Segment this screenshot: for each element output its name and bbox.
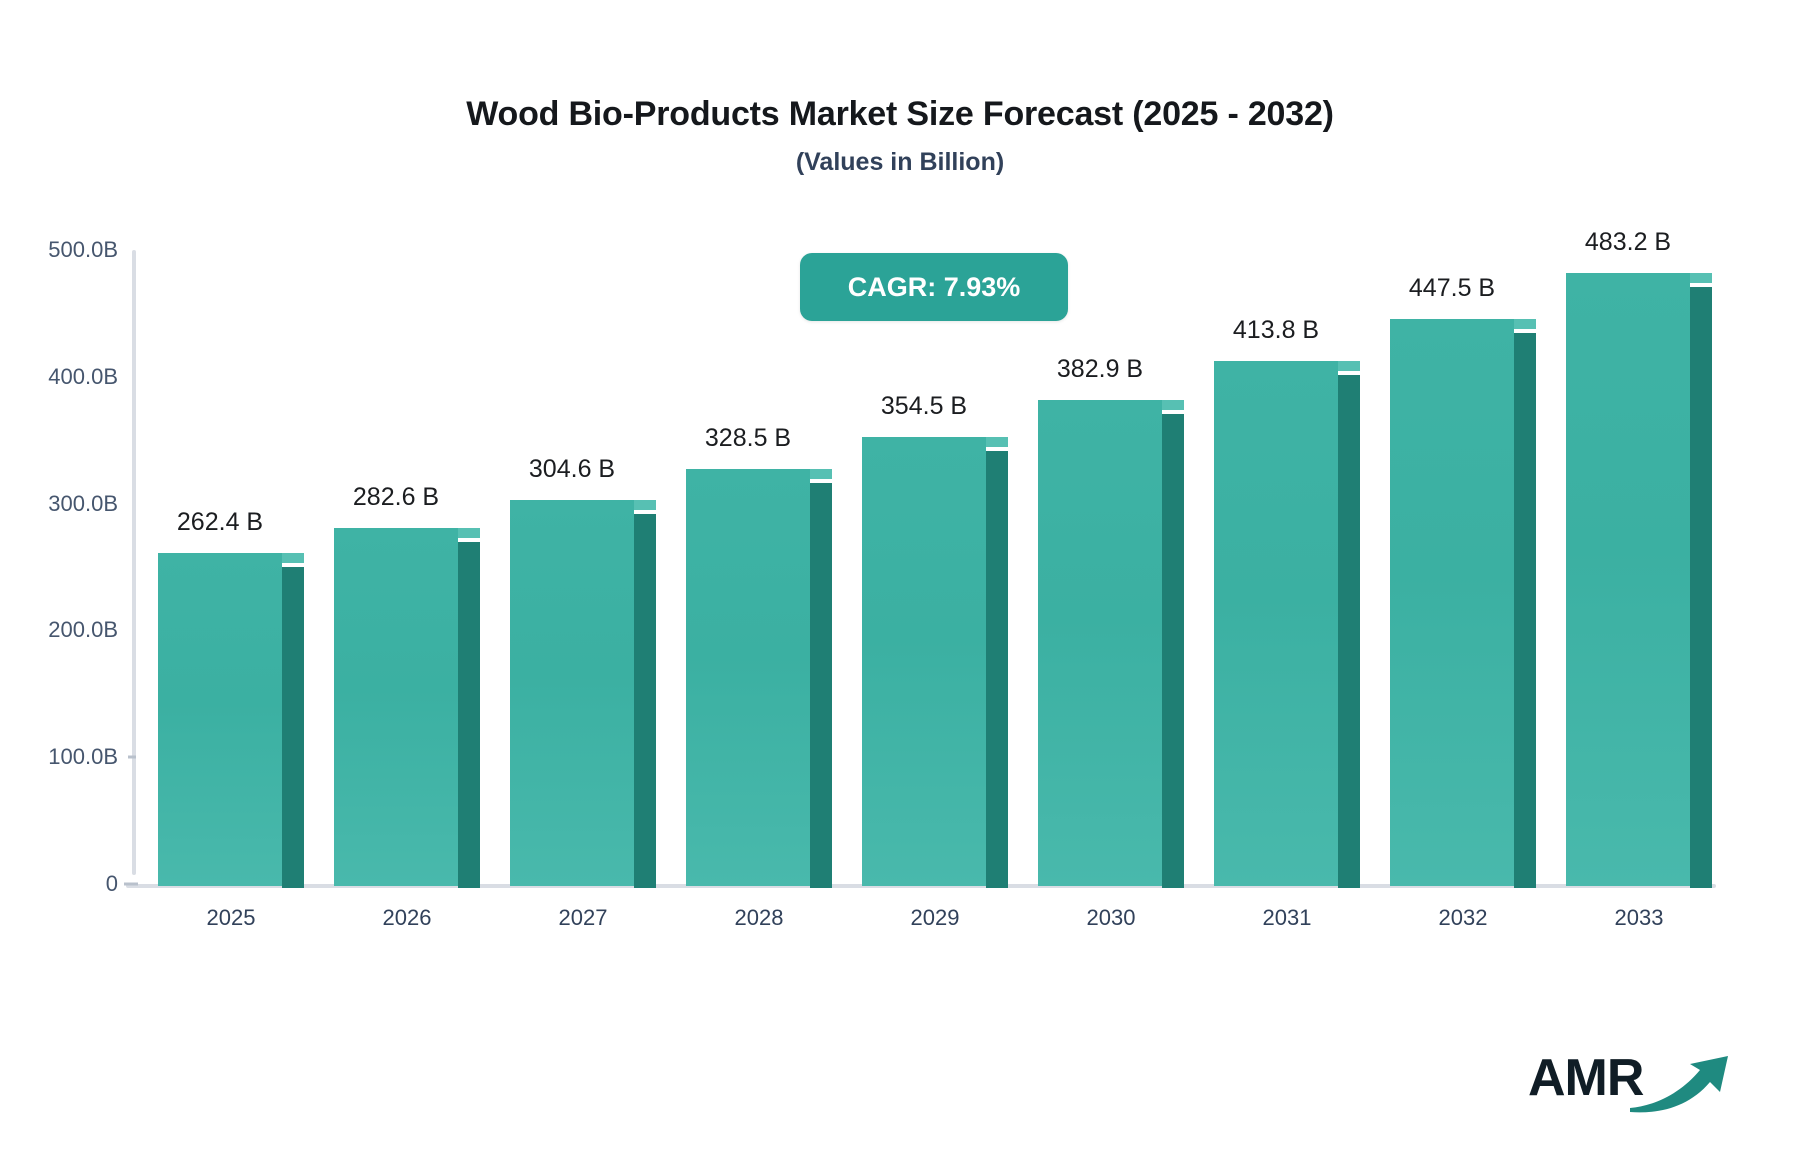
- x-axis-tick-label: 2025: [206, 905, 256, 930]
- bar-side-face: [810, 483, 832, 888]
- bar-value-label: 328.5 B: [704, 424, 792, 453]
- y-axis-tick-label: 300.0B: [48, 490, 118, 516]
- bar-value-label: 483.2 B: [1584, 228, 1672, 257]
- bar-column: 262.4 B: [158, 250, 304, 888]
- bar-column: 413.8 B: [1214, 250, 1360, 888]
- y-axis-line: [132, 250, 136, 875]
- bar-side-face: [1338, 375, 1360, 888]
- growth-arrow-icon: [1630, 1056, 1728, 1113]
- y-axis-tick-mark: [124, 882, 138, 886]
- bar-side-face: [634, 513, 656, 888]
- bar-top-face: [1514, 318, 1536, 329]
- bar-top-face: [634, 499, 656, 510]
- y-axis-tick-label: 500.0B: [48, 237, 118, 262]
- x-axis-tick-label: 2032: [1438, 905, 1488, 930]
- x-axis-tick-label: 2030: [1086, 905, 1136, 930]
- x-axis-tick-label: 2027: [558, 905, 608, 930]
- y-axis-tick-label: 100.0B: [48, 744, 118, 770]
- cagr-badge: CAGR: 7.93%: [800, 253, 1068, 321]
- bar-top-face: [1690, 273, 1712, 284]
- bar-value-label: 413.8 B: [1232, 316, 1320, 345]
- bar-top-face: [1338, 361, 1360, 372]
- x-axis-tick-label: 2028: [734, 905, 784, 930]
- bar-front-face: [1038, 400, 1162, 886]
- amr-logo: AMR: [1528, 1048, 1728, 1118]
- x-axis-line: [126, 884, 1716, 888]
- chart-subtitle: (Values in Billion): [795, 148, 1005, 176]
- bar-column: 483.2 B: [1566, 228, 1712, 888]
- bar-column: 328.5 B: [686, 250, 832, 888]
- bar-side-face: [986, 450, 1008, 888]
- bar-column: 354.5 B: [862, 250, 1008, 888]
- bar-front-face: [1390, 318, 1514, 886]
- bar-value-label: 304.6 B: [528, 454, 616, 483]
- bar-column: 282.6 B: [334, 250, 480, 888]
- bar-column: 382.9 B: [1038, 250, 1184, 888]
- bar-side-face: [458, 541, 480, 888]
- bar-front-face: [1214, 361, 1338, 886]
- bar-series: 262.4 B 282.6 B 304.6 B 328.5 B 354.5 B 382.9…: [132, 228, 1716, 888]
- x-axis-tick-label: 2029: [910, 905, 960, 930]
- x-axis-tick-label: 2031: [1262, 905, 1312, 930]
- bar-side-face: [1162, 414, 1184, 888]
- y-axis-tick-label: 200.0B: [48, 617, 118, 643]
- bar-front-face: [686, 469, 810, 886]
- cagr-badge-label: CAGR: 7.93%: [847, 271, 1021, 302]
- bar-side-face: [1690, 287, 1712, 888]
- y-axis-tick-labels: 500.0B 400.0B 300.0B 200.0B 100.0B 0: [0, 0, 138, 1156]
- bar-value-label: 354.5 B: [880, 391, 968, 420]
- y-axis-tick-mark: [128, 755, 136, 759]
- bar-front-face: [334, 527, 458, 886]
- page-title: Wood Bio-Products Market Size Forecast (…: [466, 95, 1334, 133]
- bar-value-label: 282.6 B: [352, 482, 440, 511]
- bar-top-face: [458, 527, 480, 538]
- bar-top-face: [1162, 400, 1184, 411]
- bar-side-face: [1514, 332, 1536, 888]
- y-axis-tick-label: 0: [105, 871, 118, 896]
- bar-top-face: [986, 436, 1008, 447]
- bar-column: 447.5 B: [1390, 250, 1536, 888]
- bar-front-face: [158, 553, 282, 886]
- bar-side-face: [282, 567, 304, 888]
- bar-front-face: [510, 499, 634, 886]
- bar-value-label: 382.9 B: [1056, 355, 1144, 384]
- bar-column: 304.6 B: [510, 250, 656, 888]
- y-axis-tick-label: 400.0B: [48, 363, 118, 389]
- logo-text: AMR: [1528, 1049, 1644, 1107]
- x-axis-tick-label: 2033: [1614, 905, 1664, 930]
- bar-front-face: [862, 436, 986, 886]
- x-axis-tick-label: 2026: [382, 905, 432, 930]
- bar-front-face: [1566, 273, 1690, 886]
- bar-top-face: [810, 469, 832, 480]
- bar-top-face: [282, 553, 304, 564]
- bar-value-label: 447.5 B: [1408, 273, 1496, 302]
- bar-value-label: 262.4 B: [176, 508, 264, 537]
